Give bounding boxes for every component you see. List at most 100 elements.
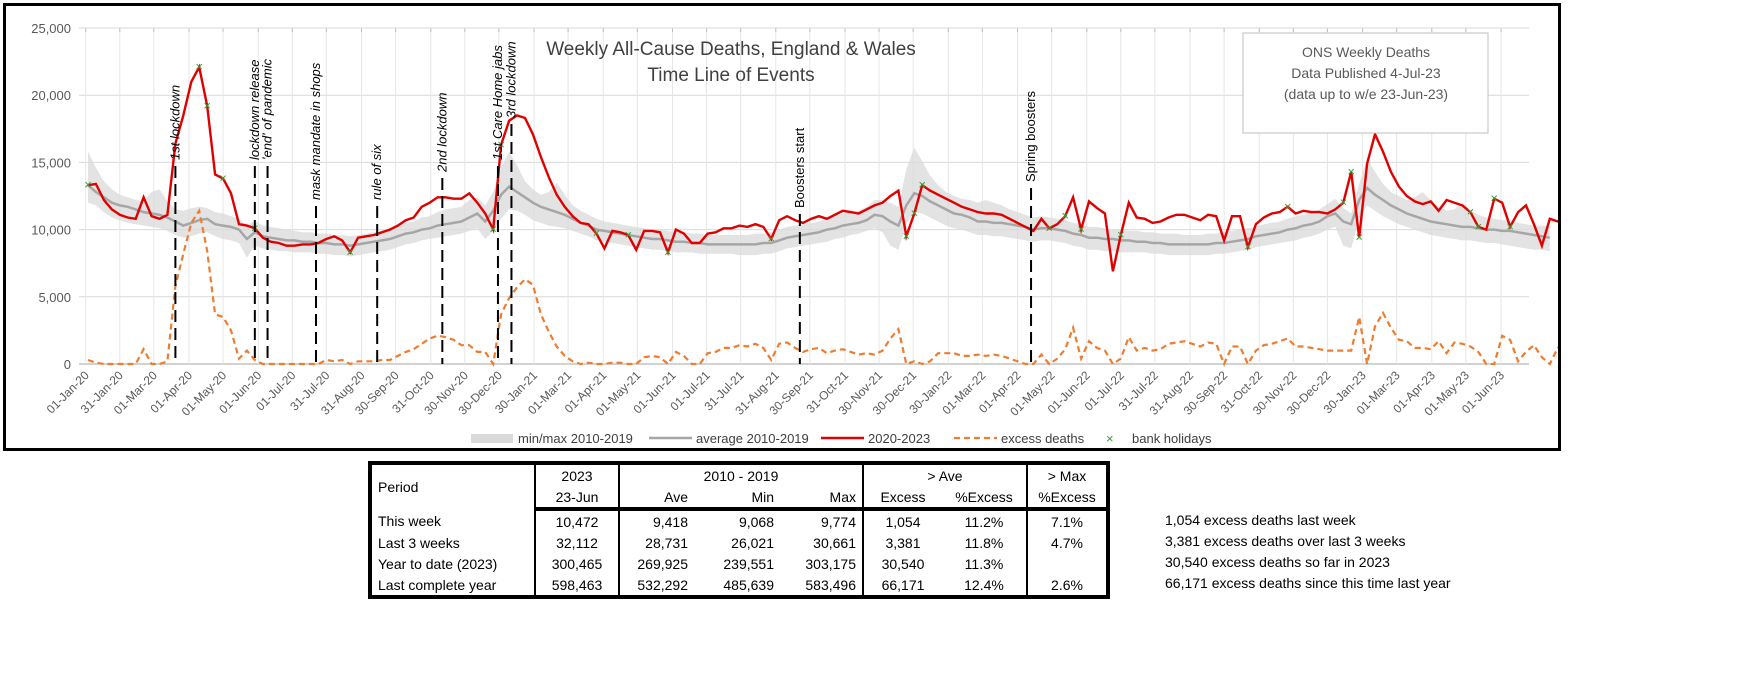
info-line-3: (data up to w/e 23-Jun-23) xyxy=(1284,86,1448,102)
chart-frame: 0 5,000 10,000 15,000 20,000 25,000 01-Jan-20… xyxy=(3,3,1561,451)
bank-holiday-marker: × xyxy=(1506,219,1514,234)
bank-holiday-marker: × xyxy=(1061,208,1069,223)
event-label: 3rd lockdown xyxy=(503,41,518,118)
legend-item-minmax: min/max 2010-2019 xyxy=(471,431,633,446)
event-label: 1st lockdown xyxy=(167,85,182,160)
header-above-max: > Max xyxy=(1026,463,1108,486)
bank-holiday-marker: × xyxy=(1490,191,1498,206)
cell-pct-excess: 12.4% xyxy=(964,576,1004,593)
header-above-ave: > Ave xyxy=(862,463,1027,486)
minmax-band xyxy=(88,147,1550,258)
cell-max: 9,774 xyxy=(820,513,856,530)
info-box: ONS Weekly Deaths Data Published 4-Jul-2… xyxy=(1242,32,1489,134)
event-label: Spring boosters xyxy=(1023,90,1038,182)
cell-pct-excess-max: 7.1% xyxy=(1026,509,1108,532)
cell-pct-excess-max xyxy=(1026,553,1108,574)
cell-period: Last 3 weeks xyxy=(378,534,460,551)
table-row: Last 3 weeks 32,112 28,731 26,021 30,661 3,38… xyxy=(370,532,1108,553)
legend-item-bank-holidays: × bank holidays xyxy=(1106,431,1212,446)
table-row: Year to date (2023) 300,465 269,925 239,551… xyxy=(370,553,1108,574)
legend: min/max 2010-2019 average 2010-2019 2020… xyxy=(471,431,1212,446)
svg-text:excess deaths: excess deaths xyxy=(1001,431,1085,446)
cell-pct-excess-max: 2.6% xyxy=(1026,574,1108,597)
note-4: 66,171 excess deaths since this time las… xyxy=(1165,575,1451,591)
event-label: 1st Care Home jabs xyxy=(490,45,505,160)
grid xyxy=(79,27,1529,365)
cell-max: 30,661 xyxy=(813,534,856,551)
cell-excess: 30,540 xyxy=(862,553,942,574)
bank-holiday-marker: × xyxy=(767,231,775,246)
bank-holiday-marker: × xyxy=(203,98,211,113)
cell-pct-excess-max: 4.7% xyxy=(1026,532,1108,553)
svg-text:min/max 2010-2019: min/max 2010-2019 xyxy=(518,431,633,446)
cell-min: 485,639 xyxy=(723,576,774,593)
cell-period: Year to date (2023) xyxy=(378,555,498,572)
svg-text:average 2010-2019: average 2010-2019 xyxy=(696,431,809,446)
cell-period: This week xyxy=(378,512,442,529)
bank-holiday-marker: × xyxy=(664,244,672,259)
event-label: Boosters start xyxy=(792,127,807,208)
header-period: Period xyxy=(378,479,419,495)
cell-excess: 3,381 xyxy=(862,532,942,553)
chart-svg: 0 5,000 10,000 15,000 20,000 25,000 01-Jan-20… xyxy=(31,21,1558,446)
bank-holiday-marker: × xyxy=(903,228,911,243)
header-baseline: 2010 - 2019 xyxy=(618,463,863,486)
cell-min: 26,021 xyxy=(731,534,774,551)
header-pct-excess: %Excess xyxy=(942,486,1027,511)
summary-table: Period 2023 2010 - 2019 > Ave > Max 23-J… xyxy=(368,461,1110,599)
bank-holiday-marker: × xyxy=(1284,199,1292,214)
header-week-ending: 23-Jun xyxy=(534,486,619,511)
bank-holiday-marker: × xyxy=(489,222,497,237)
bank-holiday-marker: × xyxy=(593,226,601,241)
chart-title: Weekly All-Cause Deaths, England & Wales xyxy=(546,39,916,60)
header-pct-excess-max: %Excess xyxy=(1026,486,1108,511)
bank-holiday-marker: × xyxy=(1467,204,1475,219)
summary-table-body: This week 10,472 9,418 9,068 9,774 1,054 11.2%… xyxy=(370,509,1108,597)
event-label: 'end' of pandemic xyxy=(260,58,275,160)
y-tick-label: 20,000 xyxy=(31,88,71,103)
header-year: 2023 xyxy=(534,463,619,486)
note-3: 30,540 excess deaths so far in 2023 xyxy=(1165,554,1390,570)
bank-holiday-marker: × xyxy=(1347,164,1355,179)
event-label: lockdown release xyxy=(247,60,262,160)
bank-holiday-marker: × xyxy=(1117,227,1125,242)
table-row: Last complete year 598,463 532,292 485,639 5… xyxy=(370,574,1108,597)
note-2: 3,381 excess deaths over last 3 weeks xyxy=(1165,533,1406,549)
cell-ave: 9,418 xyxy=(618,509,694,532)
cell-max: 303,175 xyxy=(805,555,856,572)
bank-holiday-marker: × xyxy=(1046,220,1054,235)
bank-holiday-marker: × xyxy=(84,177,92,192)
x-marker-icon: × xyxy=(1106,431,1114,446)
average-line xyxy=(87,184,1551,247)
event-markers: 1st lockdown lockdown release'end' of pan… xyxy=(167,41,1038,364)
cell-pct-excess: 11.3% xyxy=(964,555,1004,572)
info-line-2: Data Published 4-Jul-23 xyxy=(1291,65,1441,81)
cell-excess: 66,171 xyxy=(862,574,942,597)
cell-pct-excess: 11.2% xyxy=(964,513,1004,530)
bank-holiday-marker: × xyxy=(497,137,505,152)
info-line-1: ONS Weekly Deaths xyxy=(1302,44,1430,60)
legend-item-average: average 2010-2019 xyxy=(649,431,809,446)
cell-max: 583,496 xyxy=(805,576,856,593)
chart-subtitle: Time Line of Events xyxy=(647,65,814,86)
x-axis: 01-Jan-2031-Jan-2001-Mar-2001-Apr-2001-M… xyxy=(44,368,1508,419)
cell-ave: 532,292 xyxy=(618,574,694,597)
table-row: This week 10,472 9,418 9,068 9,774 1,054 11.2%… xyxy=(370,509,1108,532)
bank-holiday-marker: × xyxy=(1244,239,1252,254)
event-label: rule of six xyxy=(369,144,384,200)
bank-holiday-marker: × xyxy=(1475,219,1483,234)
cell-value: 300,465 xyxy=(534,553,619,574)
y-tick-label: 25,000 xyxy=(31,21,71,36)
cell-min: 239,551 xyxy=(723,555,774,572)
cell-value: 32,112 xyxy=(534,532,619,553)
cell-excess: 1,054 xyxy=(862,509,942,532)
bank-holiday-marker: × xyxy=(1339,195,1347,210)
header-excess: Excess xyxy=(862,486,942,511)
bank-holiday-marker: × xyxy=(1077,222,1085,237)
cell-min: 9,068 xyxy=(738,513,774,530)
bank-holiday-marker: × xyxy=(1355,230,1363,245)
y-tick-label: 15,000 xyxy=(31,155,71,170)
event-label: 2nd lockdown xyxy=(434,92,449,173)
cell-ave: 28,731 xyxy=(618,532,694,553)
cell-pct-excess: 11.8% xyxy=(964,534,1004,551)
